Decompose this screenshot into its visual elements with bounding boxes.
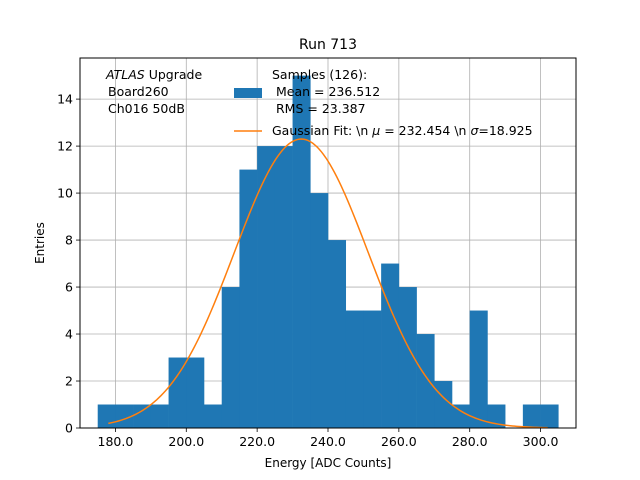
histogram-bar bbox=[398, 287, 417, 428]
histogram-bar bbox=[239, 169, 258, 429]
y-tick-label: 10 bbox=[57, 186, 73, 201]
x-tick-label: 300.0 bbox=[523, 434, 559, 449]
y-tick-label: 8 bbox=[65, 233, 73, 248]
svg-text:ATLAS Upgrade: ATLAS Upgrade bbox=[105, 67, 202, 82]
histogram-bar bbox=[487, 404, 506, 428]
legend-fit-sigma-text: =18.925 bbox=[478, 123, 532, 138]
histogram-bar bbox=[345, 310, 364, 428]
y-tick-label: 14 bbox=[57, 92, 73, 107]
y-axis-ticks: 0 2 4 6 8 10 12 14 bbox=[57, 92, 80, 436]
atlas-label: ATLAS bbox=[105, 67, 145, 82]
chart-title: Run 713 bbox=[299, 37, 357, 53]
legend-fit-mu: μ bbox=[371, 123, 380, 138]
legend-samples-line3: RMS = 23.387 bbox=[276, 101, 366, 116]
legend-patch-samples bbox=[234, 88, 262, 98]
legend-fit-prefix: Gaussian Fit: \n bbox=[272, 123, 372, 138]
histogram-bar bbox=[469, 310, 488, 428]
histogram-bars bbox=[97, 75, 559, 429]
histogram-bar bbox=[186, 357, 205, 428]
x-tick-label: 260.0 bbox=[381, 434, 417, 449]
y-tick-label: 6 bbox=[65, 280, 73, 295]
histogram-bar bbox=[434, 381, 453, 428]
histogram-bar bbox=[204, 404, 223, 428]
histogram-bar bbox=[540, 404, 559, 428]
x-tick-label: 200.0 bbox=[168, 434, 204, 449]
histogram-bar bbox=[328, 240, 347, 428]
histogram-bar bbox=[452, 404, 471, 428]
histogram-bar bbox=[133, 404, 152, 428]
histogram-bar bbox=[115, 404, 134, 428]
x-tick-label: 180.0 bbox=[98, 434, 134, 449]
y-tick-label: 0 bbox=[65, 421, 73, 436]
histogram-bar bbox=[221, 287, 240, 428]
legend-fit-mu-text: = 232.454 \n bbox=[380, 123, 470, 138]
x-tick-label: 280.0 bbox=[452, 434, 488, 449]
x-tick-label: 220.0 bbox=[239, 434, 275, 449]
channel-label: Ch016 50dB bbox=[108, 101, 185, 116]
legend-fit-label: Gaussian Fit: \n μ = 232.454 \n σ=18.925 bbox=[272, 123, 533, 138]
legend-samples-line1: Samples (126): bbox=[272, 67, 367, 82]
board-label: Board260 bbox=[108, 84, 169, 99]
histogram-bar bbox=[310, 193, 329, 428]
histogram-bar bbox=[416, 334, 435, 428]
histogram-bar bbox=[522, 404, 541, 428]
y-tick-label: 4 bbox=[65, 327, 73, 342]
x-axis-label: Energy [ADC Counts] bbox=[265, 456, 392, 470]
legend-fit-sigma: σ bbox=[470, 123, 479, 138]
x-tick-label: 240.0 bbox=[310, 434, 346, 449]
x-axis-ticks: 180.0 200.0 220.0 240.0 260.0 280.0 300.0 bbox=[98, 428, 559, 449]
histogram-bar bbox=[257, 146, 276, 428]
y-tick-label: 12 bbox=[57, 139, 73, 154]
atlas-annotation: ATLAS Upgrade Board260 Ch016 50dB bbox=[105, 67, 202, 116]
gaussian-fit-curve bbox=[108, 138, 548, 429]
histogram-bar bbox=[381, 263, 400, 428]
y-tick-label: 2 bbox=[65, 374, 73, 389]
histogram-bar bbox=[168, 357, 187, 428]
legend: Samples (126): Mean = 236.512 RMS = 23.3… bbox=[234, 67, 533, 138]
histogram-bar bbox=[292, 75, 311, 428]
histogram-bar bbox=[274, 146, 293, 428]
y-axis-label: Entries bbox=[33, 222, 47, 264]
histogram-bar bbox=[97, 404, 116, 428]
upgrade-text: Upgrade bbox=[149, 67, 203, 82]
legend-samples-line2: Mean = 236.512 bbox=[276, 84, 380, 99]
histogram-bar bbox=[363, 310, 382, 428]
histogram-bar bbox=[150, 404, 169, 428]
